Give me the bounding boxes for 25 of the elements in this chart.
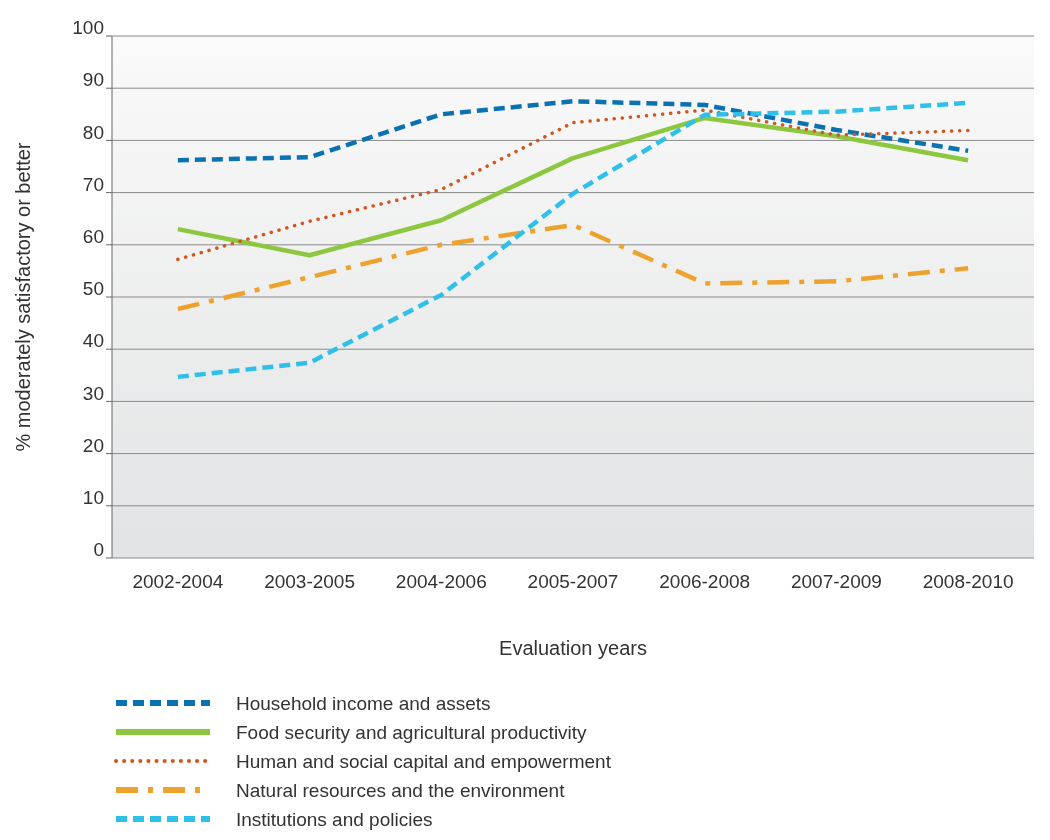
legend-label: Human and social capital and empowerment [236,750,612,772]
x-tick-label: 2006-2008 [659,571,751,592]
y-tick-label: 100 [72,17,104,39]
legend-label: Food security and agricultural productivity [236,721,588,743]
legend-label: Household income and assets [236,692,491,714]
y-tick-label: 30 [82,382,104,404]
y-tick-label: 0 [93,539,104,561]
y-tick-label: 70 [82,173,104,195]
x-tick-label: 2005-2007 [527,571,619,592]
legend-label: Natural resources and the environment [236,779,566,801]
x-axis-title: Evaluation years [499,637,647,659]
legend-label: Institutions and policies [236,808,433,830]
x-tick-label: 2003-2005 [264,571,356,592]
x-tick-label: 2004-2006 [395,571,487,592]
y-tick-label: 10 [82,486,104,508]
y-tick-label: 40 [82,330,104,352]
x-tick-label: 2007-2009 [790,571,882,592]
y-axis-title: % moderately satisfactory or better [12,142,34,452]
x-tick-label: 2002-2004 [132,571,224,592]
y-tick-label: 80 [82,121,104,143]
y-tick-label: 90 [82,69,104,91]
y-tick-label: 60 [82,225,104,247]
x-tick-label: 2008-2010 [922,571,1014,592]
y-tick-label: 20 [82,434,104,456]
y-tick-label: 50 [82,278,104,300]
